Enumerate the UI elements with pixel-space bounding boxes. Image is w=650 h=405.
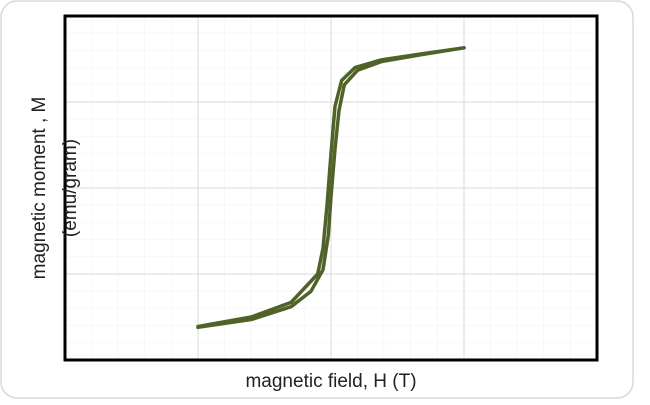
x-axis-label: magnetic field, H (T)	[245, 371, 416, 392]
y-axis-label: magnetic moment , M	[29, 97, 50, 280]
data-line	[196, 46, 466, 329]
data-line	[196, 46, 466, 330]
y-axis-label: (emu/gram)	[60, 139, 81, 237]
plot-lines	[196, 46, 466, 330]
plot-border	[63, 14, 599, 362]
